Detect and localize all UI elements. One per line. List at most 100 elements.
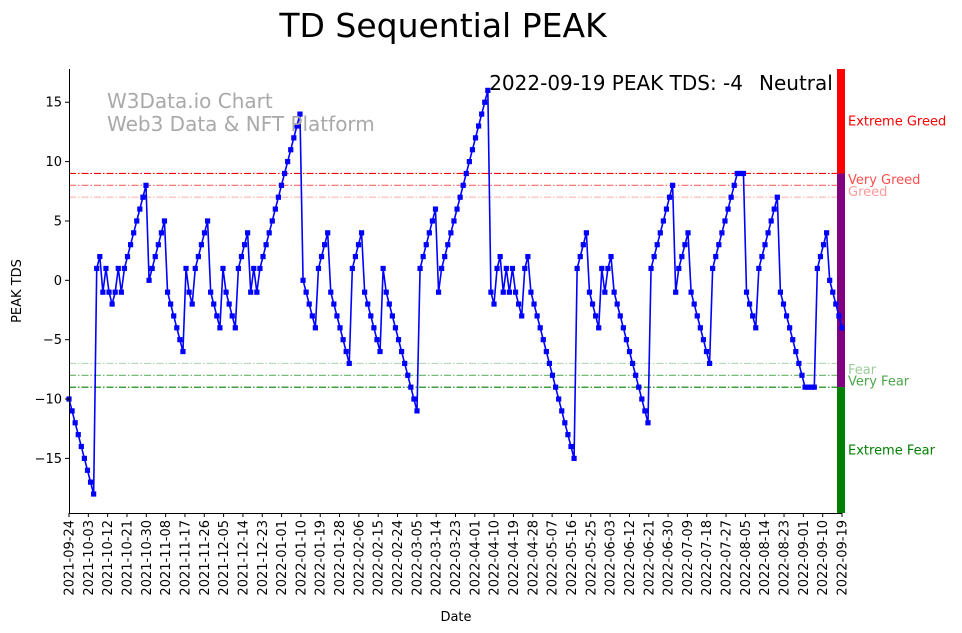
x-tick-label: 2022-06-30 — [662, 520, 677, 596]
data-point — [703, 348, 710, 355]
data-point — [543, 348, 549, 355]
data-point — [562, 420, 568, 426]
side-bar-segment-0 — [837, 69, 845, 174]
data-point — [685, 230, 691, 236]
x-tick-label: 2021-12-05 — [217, 520, 232, 596]
data-point — [586, 289, 593, 295]
x-tick-label: 2021-10-12 — [101, 520, 116, 596]
x-tick-label: 2022-02-15 — [372, 520, 387, 596]
data-point — [783, 313, 790, 319]
x-tick-label: 2022-01-10 — [294, 520, 309, 596]
data-point — [568, 443, 574, 450]
data-point — [168, 301, 174, 307]
data-point — [420, 253, 426, 260]
data-point — [722, 218, 728, 224]
data-point — [817, 253, 824, 260]
data-point — [827, 277, 833, 283]
data-point — [263, 242, 269, 248]
data-point — [69, 408, 75, 414]
data-point — [352, 253, 359, 260]
data-point — [540, 337, 546, 343]
data-point — [808, 384, 814, 390]
data-point — [417, 265, 423, 272]
data-point — [516, 301, 522, 307]
data-point — [629, 360, 636, 367]
data-point — [254, 289, 260, 295]
data-point — [174, 325, 180, 331]
data-point — [368, 313, 374, 319]
data-point — [700, 337, 707, 343]
data-point — [623, 337, 630, 343]
data-point — [660, 218, 666, 224]
data-point — [519, 313, 525, 319]
data-point — [676, 265, 682, 272]
x-tick-label: 2022-08-14 — [758, 520, 773, 596]
data-point — [432, 206, 439, 212]
data-point — [824, 230, 830, 236]
data-point — [380, 265, 386, 272]
data-point — [137, 206, 143, 212]
data-point — [343, 348, 349, 355]
data-point — [728, 194, 734, 200]
data-point — [186, 289, 192, 295]
x-tick-label: 2022-05-07 — [546, 520, 561, 596]
data-point — [389, 313, 395, 319]
data-point — [115, 265, 121, 272]
reference-lines — [69, 172, 842, 388]
status-text: 2022-09-19 PEAK TDS: -4 — [489, 71, 743, 95]
data-point — [448, 230, 454, 236]
data-point — [472, 135, 479, 141]
data-point — [281, 170, 288, 177]
data-point — [830, 289, 836, 295]
y-axis-title: PEAK TDS — [10, 259, 25, 323]
data-point — [118, 289, 124, 295]
data-point — [777, 289, 784, 295]
data-point — [602, 289, 608, 295]
data-point — [485, 87, 491, 93]
data-point — [611, 289, 617, 295]
data-point — [291, 135, 297, 141]
data-point — [512, 289, 519, 295]
chart-title: TD Sequential PEAK — [278, 6, 608, 45]
data-point — [429, 218, 436, 224]
data-point — [706, 360, 713, 367]
data-point — [146, 277, 152, 283]
data-point — [626, 348, 633, 355]
data-point — [734, 170, 740, 177]
data-point — [805, 384, 811, 390]
data-point — [552, 384, 559, 390]
data-point — [642, 408, 648, 414]
data-point — [208, 289, 214, 295]
data-point — [666, 194, 673, 200]
data-point — [377, 348, 383, 355]
x-tick-label: 2021-11-17 — [178, 520, 193, 596]
data-point — [91, 491, 97, 497]
data-point — [152, 253, 158, 260]
data-point — [716, 242, 722, 248]
data-point — [171, 313, 177, 319]
data-point — [229, 313, 235, 319]
x-tick-label: 2022-09-01 — [797, 520, 812, 596]
x-tick-label: 2021-11-08 — [159, 520, 174, 596]
data-point — [232, 325, 238, 331]
data-point — [645, 420, 651, 426]
data-point — [217, 325, 223, 331]
data-point — [395, 337, 402, 343]
x-tick-label: 2022-02-06 — [352, 520, 367, 596]
x-tick-label: 2021-12-14 — [236, 520, 251, 596]
series-line — [66, 87, 845, 497]
data-point — [328, 289, 334, 295]
data-point — [620, 325, 626, 331]
data-point — [402, 360, 408, 367]
data-point — [238, 253, 245, 260]
data-point — [414, 408, 420, 414]
data-point — [740, 170, 747, 177]
data-point — [106, 289, 112, 295]
data-point — [457, 194, 463, 200]
data-point — [790, 337, 796, 343]
x-tick-label: 2021-10-03 — [82, 520, 97, 596]
y-tick-label: −5 — [43, 333, 62, 348]
data-point — [682, 242, 688, 248]
data-point — [663, 206, 670, 212]
data-point — [192, 265, 198, 272]
